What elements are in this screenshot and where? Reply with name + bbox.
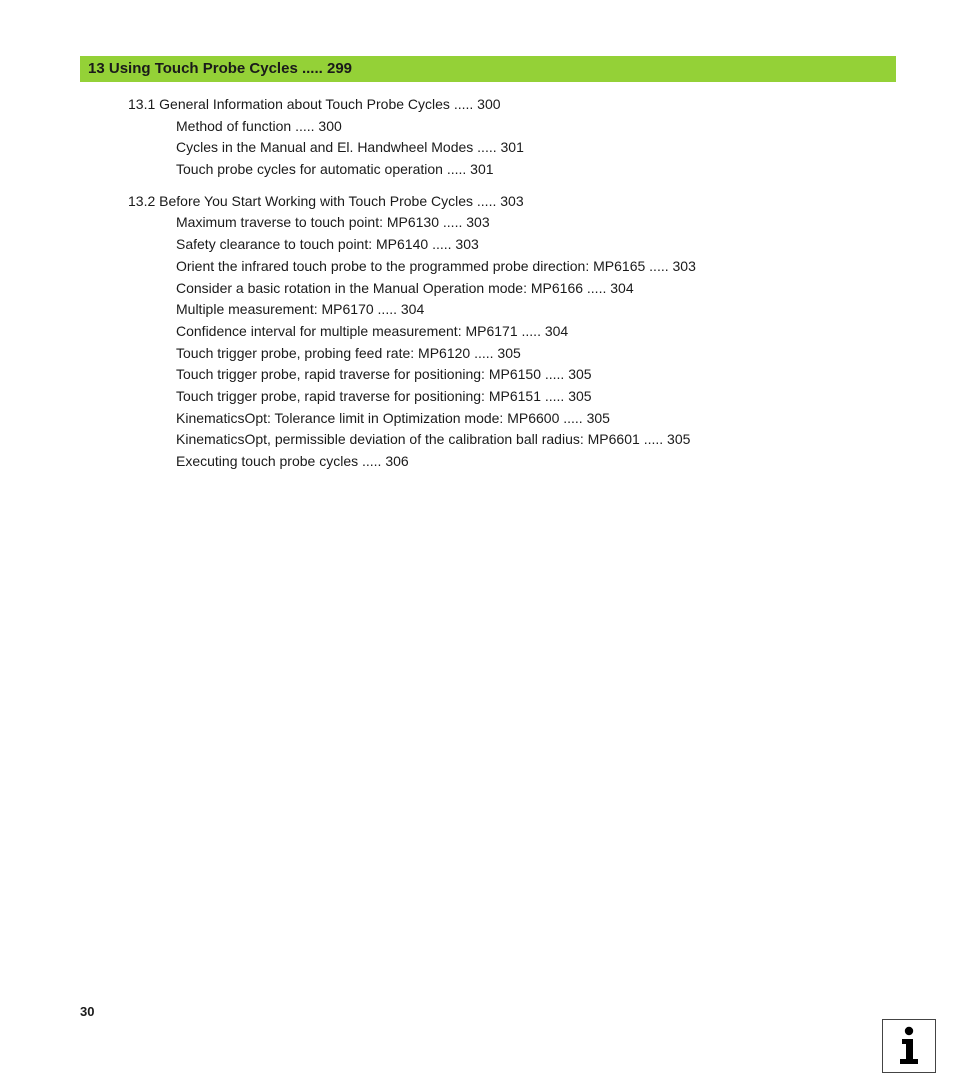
subitem-page: 305 xyxy=(497,345,520,361)
section-number: 13.2 xyxy=(128,193,155,209)
subitem-dots: ..... xyxy=(644,431,663,447)
subitem-dots: ..... xyxy=(362,453,381,469)
subitem-page: 303 xyxy=(466,214,489,230)
subitem-page: 301 xyxy=(470,161,493,177)
subitem-text: Method of function xyxy=(176,118,291,134)
info-icon xyxy=(882,1019,936,1073)
subitem-text: Multiple measurement: MP6170 xyxy=(176,301,374,317)
section-title: Before You Start Working with Touch Prob… xyxy=(159,193,473,209)
subitem-text: Consider a basic rotation in the Manual … xyxy=(176,280,583,296)
section-number: 13.1 xyxy=(128,96,155,112)
toc-subitem: Confidence interval for multiple measure… xyxy=(176,321,896,343)
subitem-dots: ..... xyxy=(447,161,466,177)
section-dots: ..... xyxy=(454,96,473,112)
subitem-page: 304 xyxy=(545,323,568,339)
toc-subitem: KinematicsOpt, permissible deviation of … xyxy=(176,429,896,451)
toc-subitem: Multiple measurement: MP6170 ..... 304 xyxy=(176,299,896,321)
subitem-text: Touch trigger probe, probing feed rate: … xyxy=(176,345,470,361)
toc-subitem: Executing touch probe cycles ..... 306 xyxy=(176,451,896,473)
toc-section: 13.2 Before You Start Working with Touch… xyxy=(128,191,896,213)
toc-subitem: Safety clearance to touch point: MP6140 … xyxy=(176,234,896,256)
toc-section: 13.1 General Information about Touch Pro… xyxy=(128,94,896,116)
subitem-page: 306 xyxy=(385,453,408,469)
section-page: 300 xyxy=(477,96,500,112)
toc-subitem: Touch trigger probe, rapid traverse for … xyxy=(176,386,896,408)
subitem-text: Executing touch probe cycles xyxy=(176,453,358,469)
subitem-text: KinematicsOpt: Tolerance limit in Optimi… xyxy=(176,410,559,426)
toc-subitems: Maximum traverse to touch point: MP6130 … xyxy=(128,212,896,472)
toc-body: 13.1 General Information about Touch Pro… xyxy=(80,94,896,473)
toc-subitem: Consider a basic rotation in the Manual … xyxy=(176,278,896,300)
subitem-dots: ..... xyxy=(563,410,582,426)
subitem-dots: ..... xyxy=(477,139,496,155)
section-dots: ..... xyxy=(477,193,496,209)
subitem-text: Touch trigger probe, rapid traverse for … xyxy=(176,366,541,382)
subitem-dots: ..... xyxy=(545,388,564,404)
subitem-dots: ..... xyxy=(443,214,462,230)
chapter-heading-bar: 13 Using Touch Probe Cycles ..... 299 xyxy=(80,56,896,82)
subitem-text: Confidence interval for multiple measure… xyxy=(176,323,518,339)
page-number: 30 xyxy=(80,1004,94,1019)
subitem-text: Touch trigger probe, rapid traverse for … xyxy=(176,388,541,404)
subitem-page: 301 xyxy=(501,139,524,155)
subitem-page: 305 xyxy=(667,431,690,447)
subitem-page: 304 xyxy=(610,280,633,296)
subitem-page: 303 xyxy=(455,236,478,252)
toc-subitem: Method of function ..... 300 xyxy=(176,116,896,138)
subitem-text: Touch probe cycles for automatic operati… xyxy=(176,161,443,177)
section-title: General Information about Touch Probe Cy… xyxy=(159,96,450,112)
subitem-page: 300 xyxy=(318,118,341,134)
toc-subitem: Touch trigger probe, rapid traverse for … xyxy=(176,364,896,386)
subitem-dots: ..... xyxy=(432,236,451,252)
chapter-page: 299 xyxy=(327,60,352,77)
subitem-text: Maximum traverse to touch point: MP6130 xyxy=(176,214,439,230)
subitem-dots: ..... xyxy=(587,280,606,296)
chapter-number: 13 xyxy=(88,60,105,77)
subitem-page: 305 xyxy=(587,410,610,426)
chapter-title: Using Touch Probe Cycles xyxy=(109,60,298,77)
subitem-text: Safety clearance to touch point: MP6140 xyxy=(176,236,428,252)
subitem-dots: ..... xyxy=(474,345,493,361)
subitem-text: KinematicsOpt, permissible deviation of … xyxy=(176,431,640,447)
subitem-page: 304 xyxy=(401,301,424,317)
info-icon-svg xyxy=(894,1026,924,1066)
chapter-dots: ..... xyxy=(302,60,323,77)
page-container: 13 Using Touch Probe Cycles ..... 299 13… xyxy=(0,0,954,473)
subitem-text: Orient the infrared touch probe to the p… xyxy=(176,258,645,274)
subitem-page: 305 xyxy=(568,388,591,404)
subitem-dots: ..... xyxy=(649,258,668,274)
subitem-dots: ..... xyxy=(545,366,564,382)
toc-subitems: Method of function ..... 300 Cycles in t… xyxy=(128,116,896,181)
toc-subitem: KinematicsOpt: Tolerance limit in Optimi… xyxy=(176,408,896,430)
toc-subitem: Orient the infrared touch probe to the p… xyxy=(176,256,896,278)
subitem-dots: ..... xyxy=(295,118,314,134)
section-page: 303 xyxy=(500,193,523,209)
toc-subitem: Touch trigger probe, probing feed rate: … xyxy=(176,343,896,365)
subitem-dots: ..... xyxy=(522,323,541,339)
toc-subitem: Maximum traverse to touch point: MP6130 … xyxy=(176,212,896,234)
toc-subitem: Cycles in the Manual and El. Handwheel M… xyxy=(176,137,896,159)
subitem-page: 305 xyxy=(568,366,591,382)
subitem-dots: ..... xyxy=(378,301,397,317)
subitem-text: Cycles in the Manual and El. Handwheel M… xyxy=(176,139,473,155)
chapter-heading-text: 13 Using Touch Probe Cycles ..... 299 xyxy=(88,60,352,77)
toc-subitem: Touch probe cycles for automatic operati… xyxy=(176,159,896,181)
subitem-page: 303 xyxy=(673,258,696,274)
